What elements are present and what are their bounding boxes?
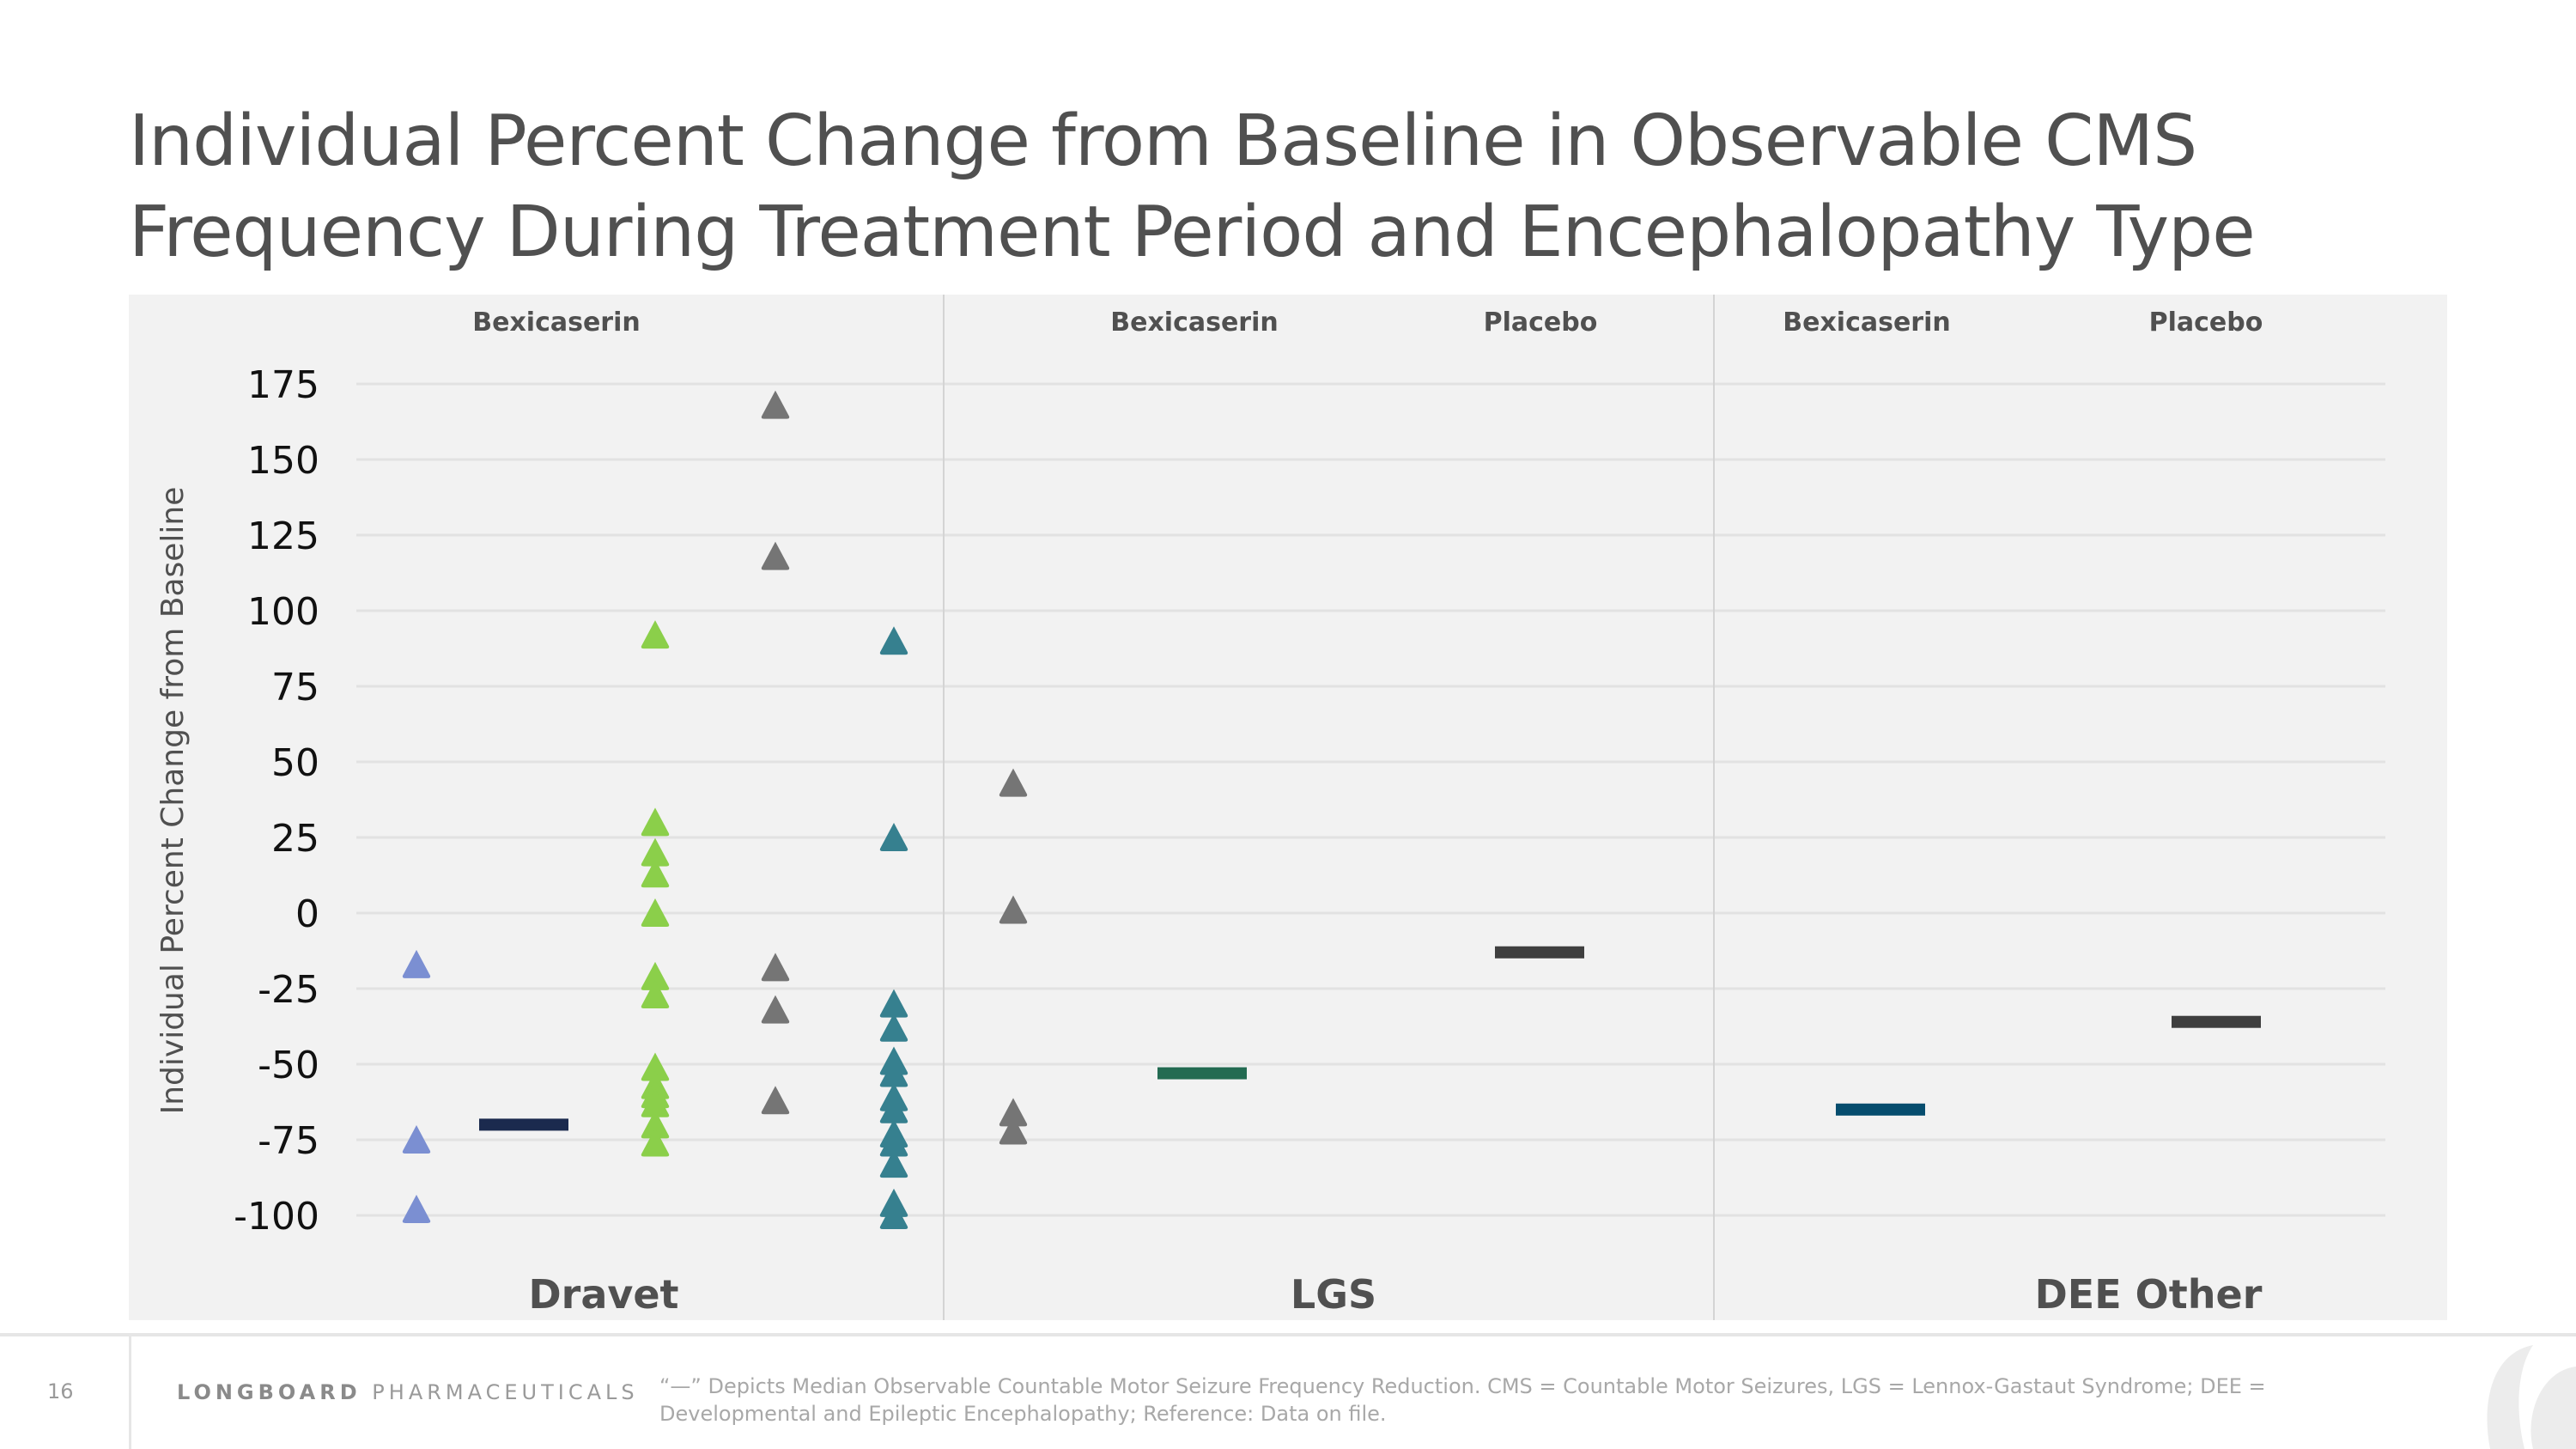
slide-title-line-2: Frequency During Treatment Period and En… [129,192,2256,273]
y-tick-label: 100 [247,590,319,634]
panel-labels: Dravet LGS DEE Other [528,1271,2262,1318]
data-point-triangle [641,961,670,990]
median-bar [1157,1067,1247,1080]
page-number: 16 [47,1379,74,1403]
data-point-triangle [641,1110,670,1139]
median-bar [479,1118,568,1131]
group-headers: Bexicaserin Bexicaserin Placebo Bexicaserin… [472,307,2263,338]
data-point-triangle [402,1194,431,1223]
y-tick-label: 125 [247,514,319,558]
brand-name-light: PHARMACEUTICALS [372,1380,639,1404]
panel-label-dee-other: DEE Other [2035,1271,2263,1318]
chart-panel-background [129,295,2447,1320]
median-bar [2172,1015,2261,1028]
data-point-triangle [402,949,431,978]
slide-title-line-1: Individual Percent Change from Baseline … [129,100,2197,182]
data-point-triangle [999,895,1028,924]
group-header-placebo: Placebo [2149,307,2263,338]
data-point-triangle [761,995,790,1024]
data-point-triangle [879,1149,908,1178]
median-bar [1836,1103,1925,1116]
slide-title: Individual Percent Change from Baseline … [129,96,2256,278]
data-point-triangle [999,1098,1028,1127]
data-point-triangle [879,1058,908,1087]
data-point-triangle [641,837,670,867]
data-point-triangle [879,823,908,851]
data-point-triangle [879,989,908,1018]
brand-logo-text: LONGBOARD PHARMACEUTICALS [177,1380,639,1404]
data-point-triangle [761,1086,790,1115]
data-point-triangle [641,898,670,927]
y-tick-label: 50 [271,741,319,785]
group-header-placebo: Placebo [1484,307,1598,338]
data-point-triangle [641,1052,670,1081]
data-point-triangle [999,768,1028,797]
brand-wave-icon [2487,1345,2576,1449]
data-point-triangle [879,626,908,655]
y-tick-label: 25 [271,817,319,861]
gridlines [356,382,2385,1217]
data-point-triangle [879,1128,908,1157]
data-point-triangle [641,620,670,649]
data-point-triangle [641,859,670,888]
data-point-triangle [879,1013,908,1042]
y-tick-label: 175 [247,363,319,407]
group-header-bexicaserin: Bexicaserin [1783,307,1951,338]
data-point-triangle [641,807,670,837]
footnote: “—” Depicts Median Observable Countable … [659,1374,2266,1426]
y-axis-label: Individual Percent Change from Baseline [155,487,191,1115]
brand-name-bold: LONGBOARD [177,1380,361,1404]
data-markers [402,390,2261,1229]
panel-label-dravet: Dravet [528,1271,678,1318]
panel-label-lgs: LGS [1291,1271,1376,1318]
data-point-triangle [999,1116,1028,1145]
y-tick-label: 150 [247,439,319,483]
data-point-triangle [641,1088,670,1117]
y-axis-ticks: 175 150 125 100 75 50 25 0 -25 -50 -75 -100 [234,363,319,1239]
data-point-triangle [641,1128,670,1157]
median-bar [1495,946,1584,959]
data-point-triangle [761,390,790,419]
data-point-triangle [402,1125,431,1154]
y-tick-label: 0 [295,892,319,936]
footer-vertical-divider [129,1336,131,1449]
data-point-triangle [879,1201,908,1229]
y-tick-label: -50 [258,1044,319,1087]
y-tick-label: -75 [258,1119,319,1163]
y-tick-label: -100 [234,1195,319,1239]
data-point-triangle [641,980,670,1009]
y-tick-label: -25 [258,968,319,1012]
y-tick-label: 75 [271,666,319,709]
footer-divider [0,1333,2576,1336]
data-point-triangle [879,1094,908,1123]
data-point-triangle [761,953,790,982]
group-header-bexicaserin: Bexicaserin [472,307,641,338]
group-header-bexicaserin: Bexicaserin [1110,307,1279,338]
data-point-triangle [761,541,790,570]
